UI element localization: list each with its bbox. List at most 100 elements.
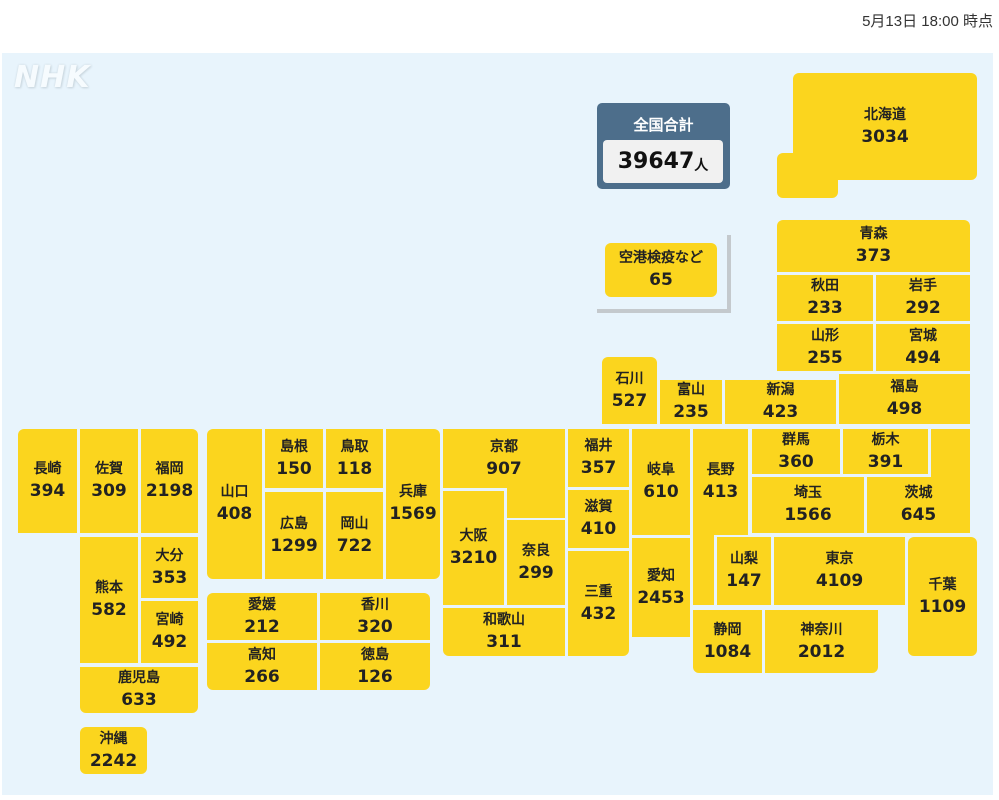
tile-prefecture[interactable]: 大阪 3210	[443, 491, 504, 605]
tile-prefecture[interactable]: 愛知 2453	[632, 538, 690, 637]
tile-extension[interactable]	[507, 488, 565, 518]
tile-count: 492	[151, 632, 188, 652]
tile-prefecture[interactable]: 広島 1299	[265, 492, 323, 579]
tile-count: 423	[762, 402, 799, 422]
tile-name: 長野	[706, 462, 735, 478]
tile-count: 410	[580, 519, 617, 539]
tile-prefecture[interactable]: 福島 498	[839, 374, 970, 424]
tile-prefecture[interactable]: 埼玉 1566	[752, 477, 864, 533]
tile-prefecture[interactable]: 愛媛 212	[207, 593, 317, 640]
tile-prefecture[interactable]: 岐阜 610	[632, 429, 690, 535]
tile-extension[interactable]	[693, 535, 714, 605]
tile-name: 山形	[811, 327, 839, 344]
tile-name: 茨城	[904, 485, 933, 501]
tile-prefecture[interactable]: 香川 320	[320, 593, 430, 640]
tile-count: 147	[726, 571, 762, 591]
tile-name: 神奈川	[800, 621, 843, 638]
tile-prefecture[interactable]: 島根 150	[265, 429, 323, 488]
tile-prefecture[interactable]: 神奈川 2012	[765, 610, 878, 673]
tile-count: 633	[121, 690, 157, 710]
tile-name: 富山	[677, 382, 705, 398]
tile-prefecture[interactable]: 東京 4109	[774, 537, 905, 605]
tile-count: 320	[357, 616, 393, 637]
tile-name: 香川	[361, 596, 389, 613]
tile-prefecture[interactable]: 和歌山 311	[443, 608, 565, 656]
tile-prefecture[interactable]: 宮城 494	[876, 324, 970, 371]
tile-name: 愛媛	[248, 596, 276, 613]
tile-count: 118	[336, 458, 373, 479]
tile-prefecture[interactable]: 熊本 582	[80, 537, 138, 663]
tile-count: 360	[778, 451, 814, 472]
tile-name: 三重	[584, 583, 613, 600]
tile-prefecture[interactable]: 沖縄 2242	[80, 727, 147, 774]
tile-prefecture[interactable]: 鳥取 118	[326, 429, 383, 488]
total-value: 39647	[617, 149, 695, 174]
tile-extension[interactable]	[931, 429, 970, 478]
tile-name: 滋賀	[584, 499, 613, 515]
tile-count: 373	[855, 246, 892, 266]
tile-prefecture[interactable]: 山口 408	[207, 429, 262, 579]
tile-prefecture[interactable]: 新潟 423	[725, 380, 836, 424]
tile-name: 新潟	[766, 382, 795, 398]
tile-count: 233	[807, 298, 843, 318]
tile-prefecture[interactable]: 京都 907	[443, 429, 565, 488]
tile-prefecture[interactable]: 三重 432	[568, 551, 629, 656]
tile-name: 山口	[220, 484, 249, 500]
tile-count: 2012	[797, 641, 846, 662]
tile-prefecture[interactable]: 福岡 2198	[141, 429, 198, 533]
tile-prefecture[interactable]: 奈良 299	[507, 520, 565, 605]
tile-prefecture[interactable]: 高知 266	[207, 643, 317, 690]
tile-name: 島根	[280, 438, 308, 455]
tile-prefecture[interactable]: 岡山 722	[326, 492, 383, 579]
tile-name: 群馬	[782, 431, 810, 448]
tile-prefecture[interactable]: 岩手 292	[876, 275, 970, 321]
tile-prefecture[interactable]: 滋賀 410	[568, 490, 629, 548]
tile-name: 徳島	[361, 646, 389, 663]
tile-name: 宮城	[909, 327, 937, 344]
tile-count: 722	[336, 535, 373, 556]
timestamp: 5月13日 18:00 時点	[862, 13, 993, 30]
total-unit: 人	[694, 157, 709, 174]
tile-prefecture[interactable]: 富山 235	[660, 380, 722, 424]
tile-prefecture[interactable]: 佐賀 309	[80, 429, 138, 533]
tile-name: 長崎	[33, 461, 62, 477]
tile-count: 1566	[784, 505, 832, 525]
tile-count: 1084	[703, 641, 752, 662]
tile-prefecture[interactable]: 兵庫 1569	[386, 429, 440, 579]
tile-prefecture[interactable]: 北海道 3034	[793, 73, 977, 180]
tile-name: 福岡	[155, 461, 184, 477]
tile-name: 高知	[248, 646, 276, 663]
tile-name: 宮崎	[155, 612, 184, 628]
tile-name: 埼玉	[794, 485, 822, 501]
tile-prefecture[interactable]: 静岡 1084	[693, 610, 762, 673]
tile-prefecture[interactable]: 鹿児島 633	[80, 667, 198, 713]
tile-prefecture[interactable]: 長野 413	[693, 429, 748, 535]
tile-prefecture[interactable]: 茨城 645	[867, 477, 970, 533]
tile-count: 394	[29, 481, 66, 501]
tile-count: 353	[151, 567, 188, 588]
tile-prefecture[interactable]: 山形 255	[777, 324, 873, 371]
tile-prefecture[interactable]: 石川 527	[602, 357, 657, 424]
national-total: 全国合計 39647 人	[597, 103, 730, 189]
tile-count: 2453	[637, 587, 685, 608]
tile-name: 大阪	[459, 528, 488, 544]
tile-name: 愛知	[647, 567, 675, 584]
tile-count: 408	[216, 504, 253, 524]
tile-count: 582	[91, 600, 127, 620]
tile-count: 432	[580, 603, 617, 624]
tile-prefecture[interactable]: 福井 357	[568, 429, 629, 487]
tile-count: 907	[486, 458, 522, 479]
tile-prefecture[interactable]: 宮崎 492	[141, 601, 198, 663]
tile-count: 645	[900, 505, 937, 525]
tile-name: 熊本	[95, 580, 123, 596]
tile-prefecture[interactable]: 大分 353	[141, 537, 198, 598]
tile-prefecture[interactable]: 山梨 147	[717, 537, 771, 605]
tile-prefecture[interactable]: 秋田 233	[777, 275, 873, 321]
tile-prefecture[interactable]: 千葉 1109	[908, 537, 977, 656]
tile-airport-quarantine[interactable]: 空港検疫など 65	[605, 243, 717, 297]
tile-prefecture[interactable]: 栃木 391	[843, 429, 928, 474]
tile-prefecture[interactable]: 群馬 360	[752, 429, 840, 474]
tile-prefecture[interactable]: 長崎 394	[18, 429, 77, 533]
tile-prefecture[interactable]: 徳島 126	[320, 643, 430, 690]
tile-prefecture[interactable]: 青森 373	[777, 220, 970, 272]
